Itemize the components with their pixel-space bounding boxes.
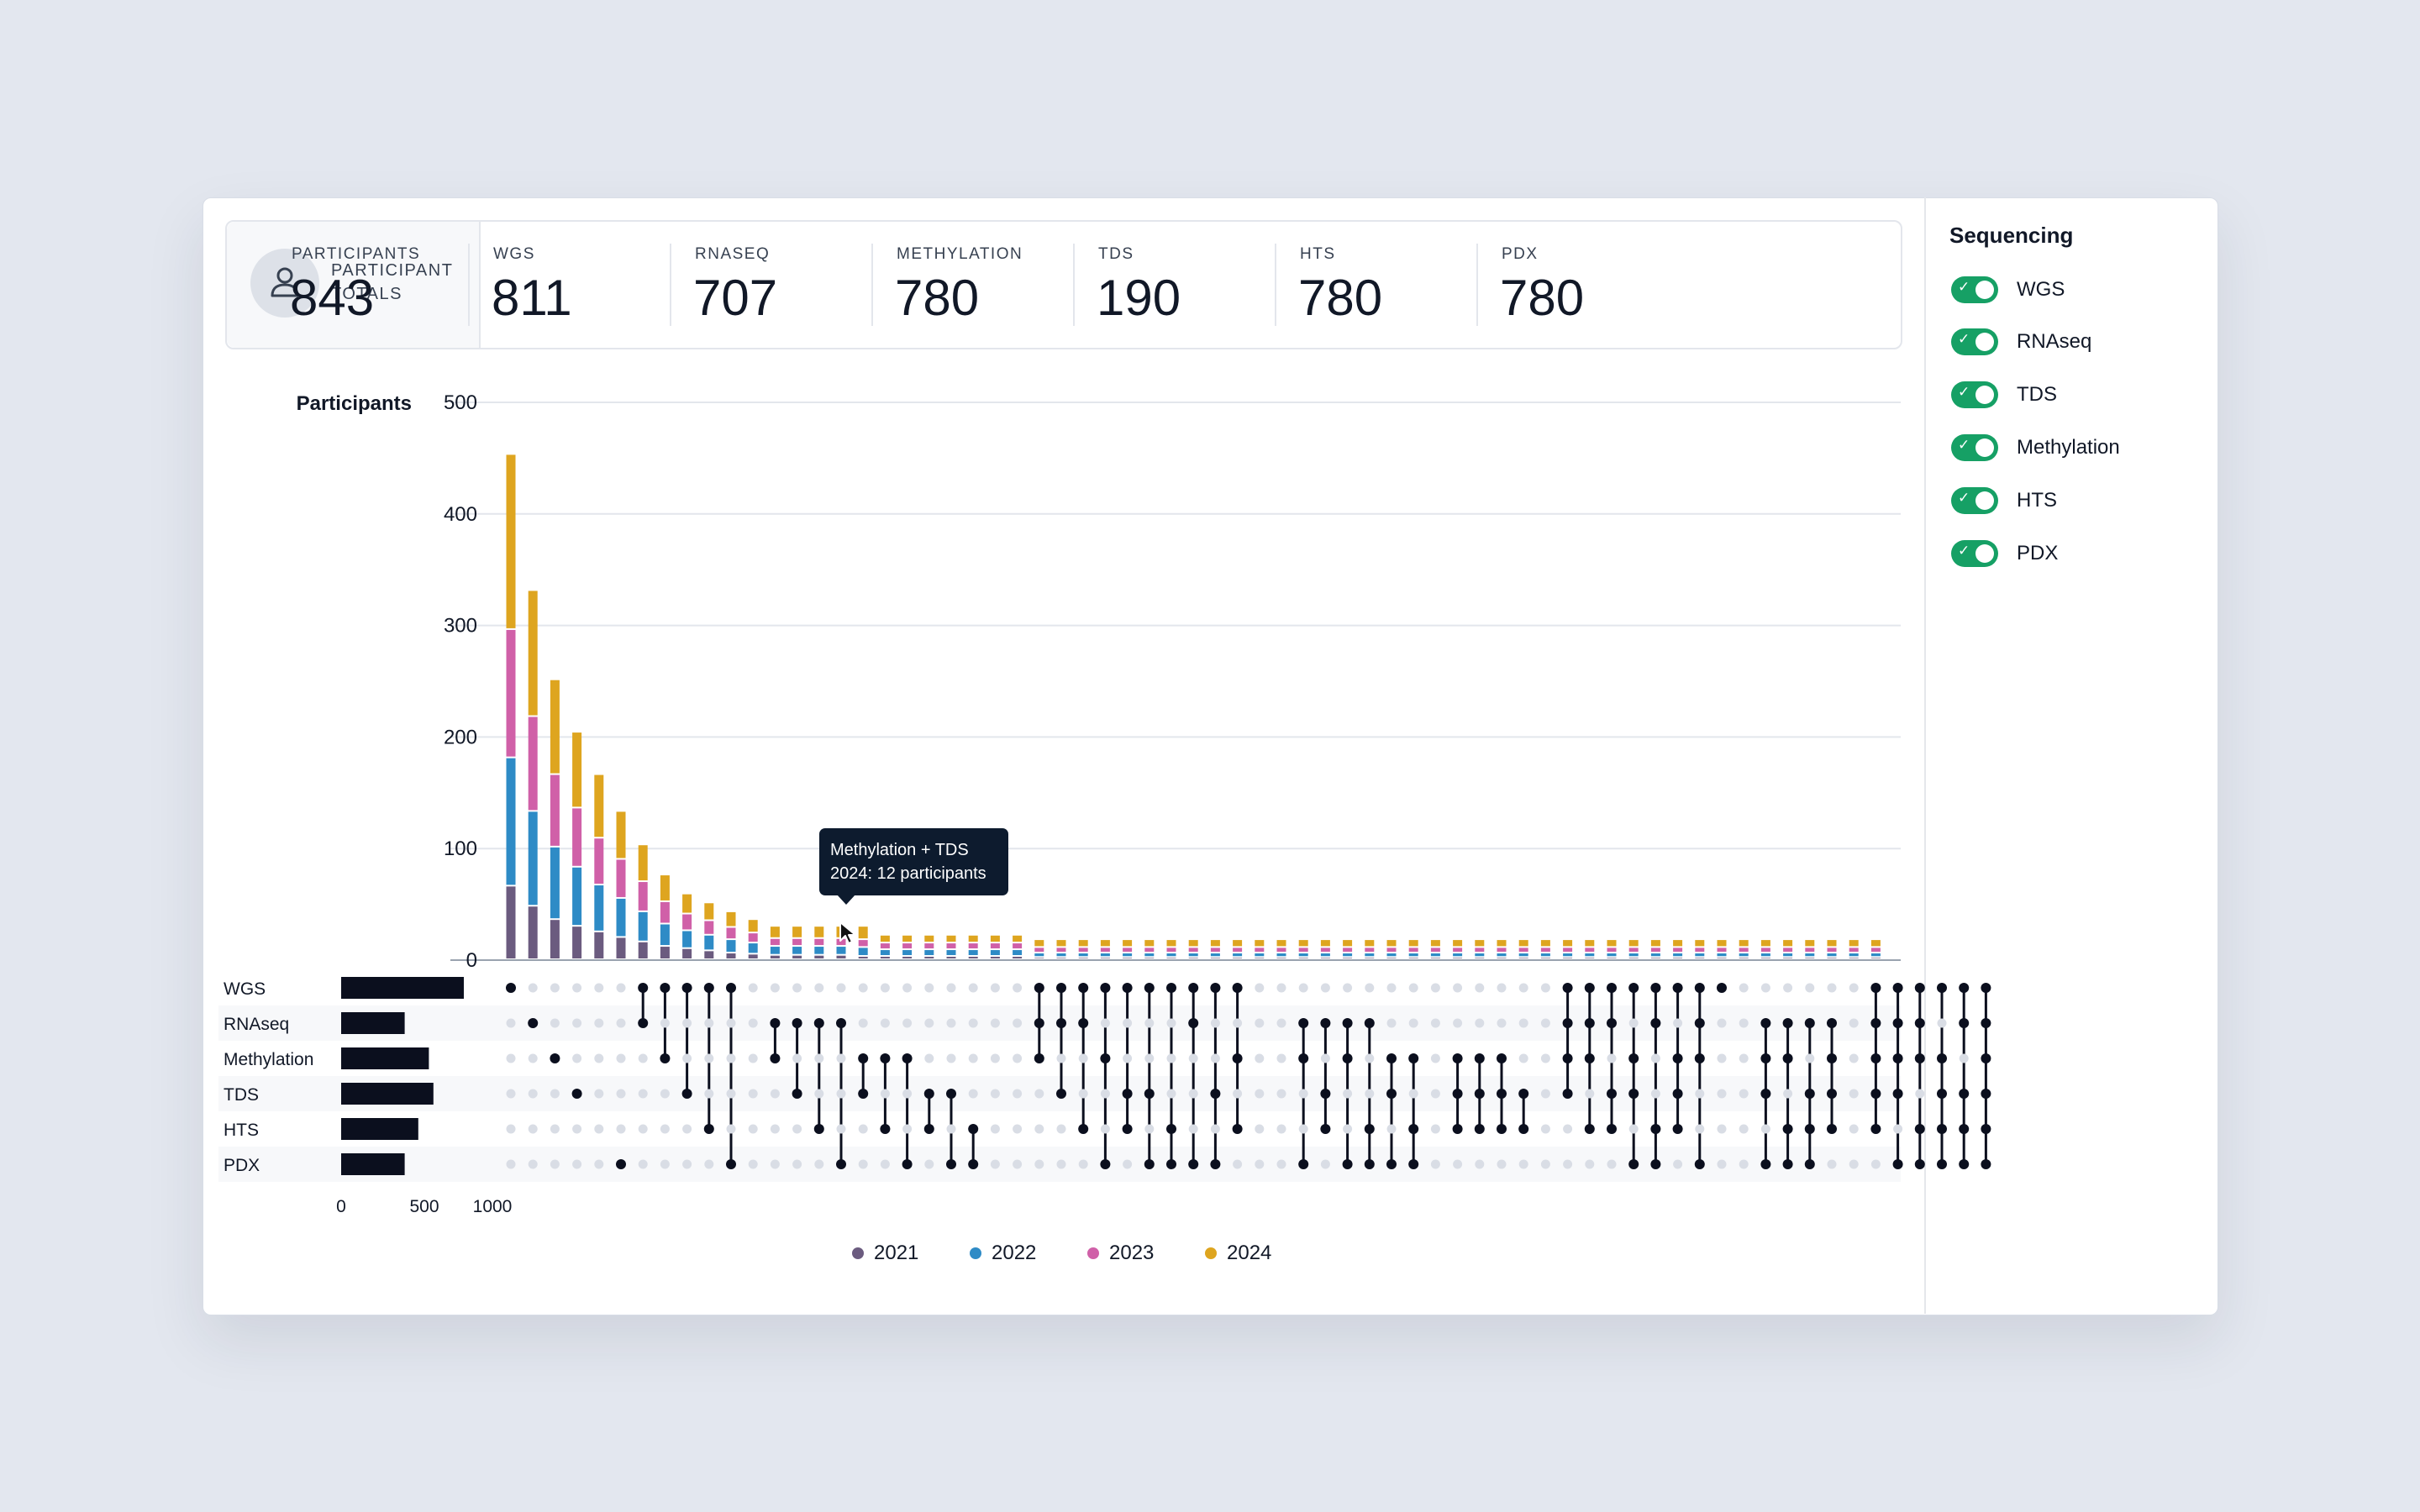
stat-divider [1275,244,1276,326]
stat-label: HTS [1300,245,1336,263]
toggle-row-hts[interactable]: ✓ HTS [1951,484,2057,517]
toggle-label: TDS [2017,383,2057,406]
participant-totals-header: PARTICIPANT TOTALS [227,222,481,348]
toggle-knob [1975,491,1994,510]
stat-value: 707 [693,270,778,326]
stat-value: 811 [492,270,572,326]
toggle-switch[interactable]: ✓ [1951,276,1998,303]
legend-label: 2022 [992,1242,1037,1264]
check-icon: ✓ [1958,331,1970,348]
participant-totals-label: PARTICIPANT TOTALS [331,261,454,303]
legend-swatch [1205,1247,1217,1259]
toggle-row-wgs[interactable]: ✓ WGS [1951,273,2065,307]
legend-item-2021: 2021 [852,1242,918,1265]
legend-label: 2024 [1227,1242,1272,1264]
toggle-row-tds[interactable]: ✓ TDS [1951,378,2057,412]
stat-label: METHYLATION [897,245,1023,263]
stat-label: RNASEQ [695,245,771,263]
sequencing-sidebar: Sequencing ✓ WGS ✓ RNAseq ✓ TDS ✓ Methylation ✓ H… [1924,197,2218,1314]
stat-value: 190 [1097,270,1181,326]
toggle-label: Methylation [2017,436,2120,459]
toggle-knob [1975,544,1994,563]
legend-swatch [970,1247,981,1259]
stat-label: PARTICIPANTS [292,245,421,263]
legend-swatch [852,1247,864,1259]
toggle-label: HTS [2017,489,2057,512]
stat-divider [670,244,671,326]
stat-divider [1476,244,1478,326]
person-icon [250,249,319,318]
toggle-row-rnaseq[interactable]: ✓ RNAseq [1951,325,2091,359]
legend-item-2024: 2024 [1205,1242,1271,1265]
toggle-knob [1975,333,1994,351]
check-icon: ✓ [1958,437,1970,454]
toggle-switch[interactable]: ✓ [1951,434,1998,461]
mouse-cursor-icon [839,921,856,944]
participant-stats-strip: PARTICIPANT TOTALS PARTICIPANTS 843 WGS 811… [225,220,1902,349]
toggle-row-methylation[interactable]: ✓ Methylation [1951,431,2120,465]
stat-value: 843 [290,270,375,326]
toggle-knob [1975,438,1994,457]
stat-label: WGS [493,245,535,263]
toggle-switch[interactable]: ✓ [1951,540,1998,567]
legend-label: 2021 [874,1242,919,1264]
sidebar-title: Sequencing [1949,223,2074,248]
stat-divider [468,244,470,326]
toggle-label: RNAseq [2017,330,2092,353]
check-icon: ✓ [1958,384,1970,401]
stat-divider [871,244,873,326]
toggle-switch[interactable]: ✓ [1951,487,1998,514]
toggle-switch[interactable]: ✓ [1951,328,1998,355]
check-icon: ✓ [1958,279,1970,296]
chart-tooltip: Methylation + TDS 2024: 12 participants [819,828,1008,895]
stat-value: 780 [1500,270,1585,326]
tooltip-line-1: Methylation + TDS [830,841,969,859]
check-icon: ✓ [1958,543,1970,559]
stat-label: TDS [1098,245,1134,263]
tooltip-arrow [837,895,855,905]
stat-value: 780 [1298,270,1383,326]
dashboard-card [203,197,2218,1315]
legend-label: 2023 [1109,1242,1155,1264]
stat-value: 780 [895,270,980,326]
stat-label: PDX [1502,245,1539,263]
stat-divider [1073,244,1075,326]
check-icon: ✓ [1958,490,1970,507]
toggle-row-pdx[interactable]: ✓ PDX [1951,537,2058,570]
legend-swatch [1087,1247,1099,1259]
legend-item-2023: 2023 [1087,1242,1154,1265]
tooltip-line-2: 2024: 12 participants [830,864,986,883]
toggle-knob [1975,386,1994,404]
toggle-label: WGS [2017,278,2065,301]
toggle-label: PDX [2017,542,2059,564]
toggle-switch[interactable]: ✓ [1951,381,1998,408]
legend-item-2022: 2022 [970,1242,1036,1265]
toggle-knob [1975,281,1994,299]
